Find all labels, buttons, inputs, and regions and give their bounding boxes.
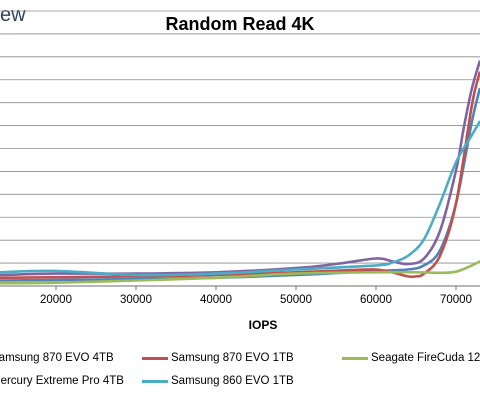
legend-swatch	[142, 356, 168, 360]
series-line-5	[0, 120, 480, 277]
legend-item: Samsung 870 EVO 1TB	[142, 350, 294, 366]
brand-logo-text: ew	[0, 4, 26, 26]
legend-label: Mercury Extreme Pro 4TB	[0, 375, 124, 387]
legend-label: Samsung 870 EVO 1TB	[171, 352, 294, 364]
x-tick-label: 40000	[200, 294, 232, 306]
legend-item: Mercury Extreme Pro 4TB	[0, 373, 124, 389]
series-line-2	[0, 71, 480, 280]
x-tick-label: 70000	[440, 294, 472, 306]
x-tick-label: 30000	[120, 294, 152, 306]
legend-swatch	[342, 356, 368, 360]
legend-item: Samsung 870 EVO 4TB	[0, 350, 114, 366]
series-line-1	[0, 87, 480, 282]
x-tick-label: 60000	[360, 294, 392, 306]
series-line-4	[0, 60, 480, 277]
legend-label: Samsung 860 EVO 1TB	[171, 375, 294, 387]
x-tick-label: 20000	[40, 294, 72, 306]
legend-label: Seagate FireCuda 12	[371, 352, 480, 364]
legend-item: Seagate FireCuda 12	[342, 350, 480, 366]
legend-item: Samsung 860 EVO 1TB	[142, 373, 294, 389]
series-line-3	[0, 260, 480, 285]
legend-label: Samsung 870 EVO 4TB	[0, 352, 114, 364]
chart-plot: 20000 30000 40000 50000 60000 70000 IOPS	[0, 10, 480, 332]
chart-title: Random Read 4K	[165, 14, 315, 34]
x-axis-label: IOPS	[249, 318, 278, 332]
legend-swatch	[142, 379, 168, 383]
x-tick-label: 50000	[280, 294, 312, 306]
chart-legend: Samsung 870 EVO 4TB Samsung 870 EVO 1TB Se…	[0, 346, 480, 401]
